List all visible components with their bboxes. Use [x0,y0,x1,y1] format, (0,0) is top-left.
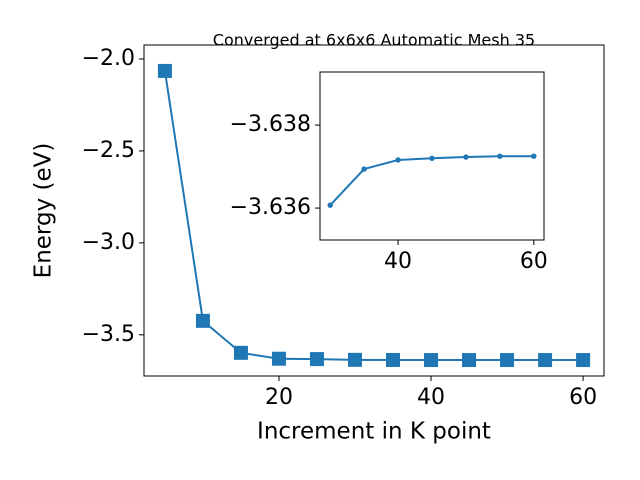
marker [347,352,362,367]
marker [233,345,248,360]
chart-title: Converged at 6x6x6 Automatic Mesh 35 [213,31,535,50]
marker [500,353,515,368]
marker [576,353,591,368]
marker [157,63,172,78]
y-tick-label: −3.638 [230,112,311,137]
marker [424,353,439,368]
marker [361,166,367,172]
marker [195,313,210,328]
marker [309,352,324,367]
y-tick-label: −3.5 [82,322,135,347]
marker [538,353,553,368]
marker [463,154,469,160]
x-tick-label: 60 [569,385,597,410]
y-tick-label: −2.0 [82,46,135,71]
marker [386,352,401,367]
marker [271,351,286,366]
x-tick-label: 40 [384,249,412,274]
marker [531,153,537,159]
x-axis-label: Increment in K point [257,419,491,445]
x-tick-label: 20 [265,385,293,410]
y-tick-label: −2.5 [82,138,135,163]
y-tick-label: −3.636 [230,195,311,220]
marker [497,153,503,159]
y-axis-label: Energy (eV) [31,143,57,279]
marker [462,353,477,368]
marker [429,155,435,161]
x-tick-label: 60 [520,249,548,274]
x-tick-label: 40 [417,385,445,410]
y-tick-label: −3.0 [82,230,135,255]
marker [395,157,401,163]
marker [327,202,333,208]
